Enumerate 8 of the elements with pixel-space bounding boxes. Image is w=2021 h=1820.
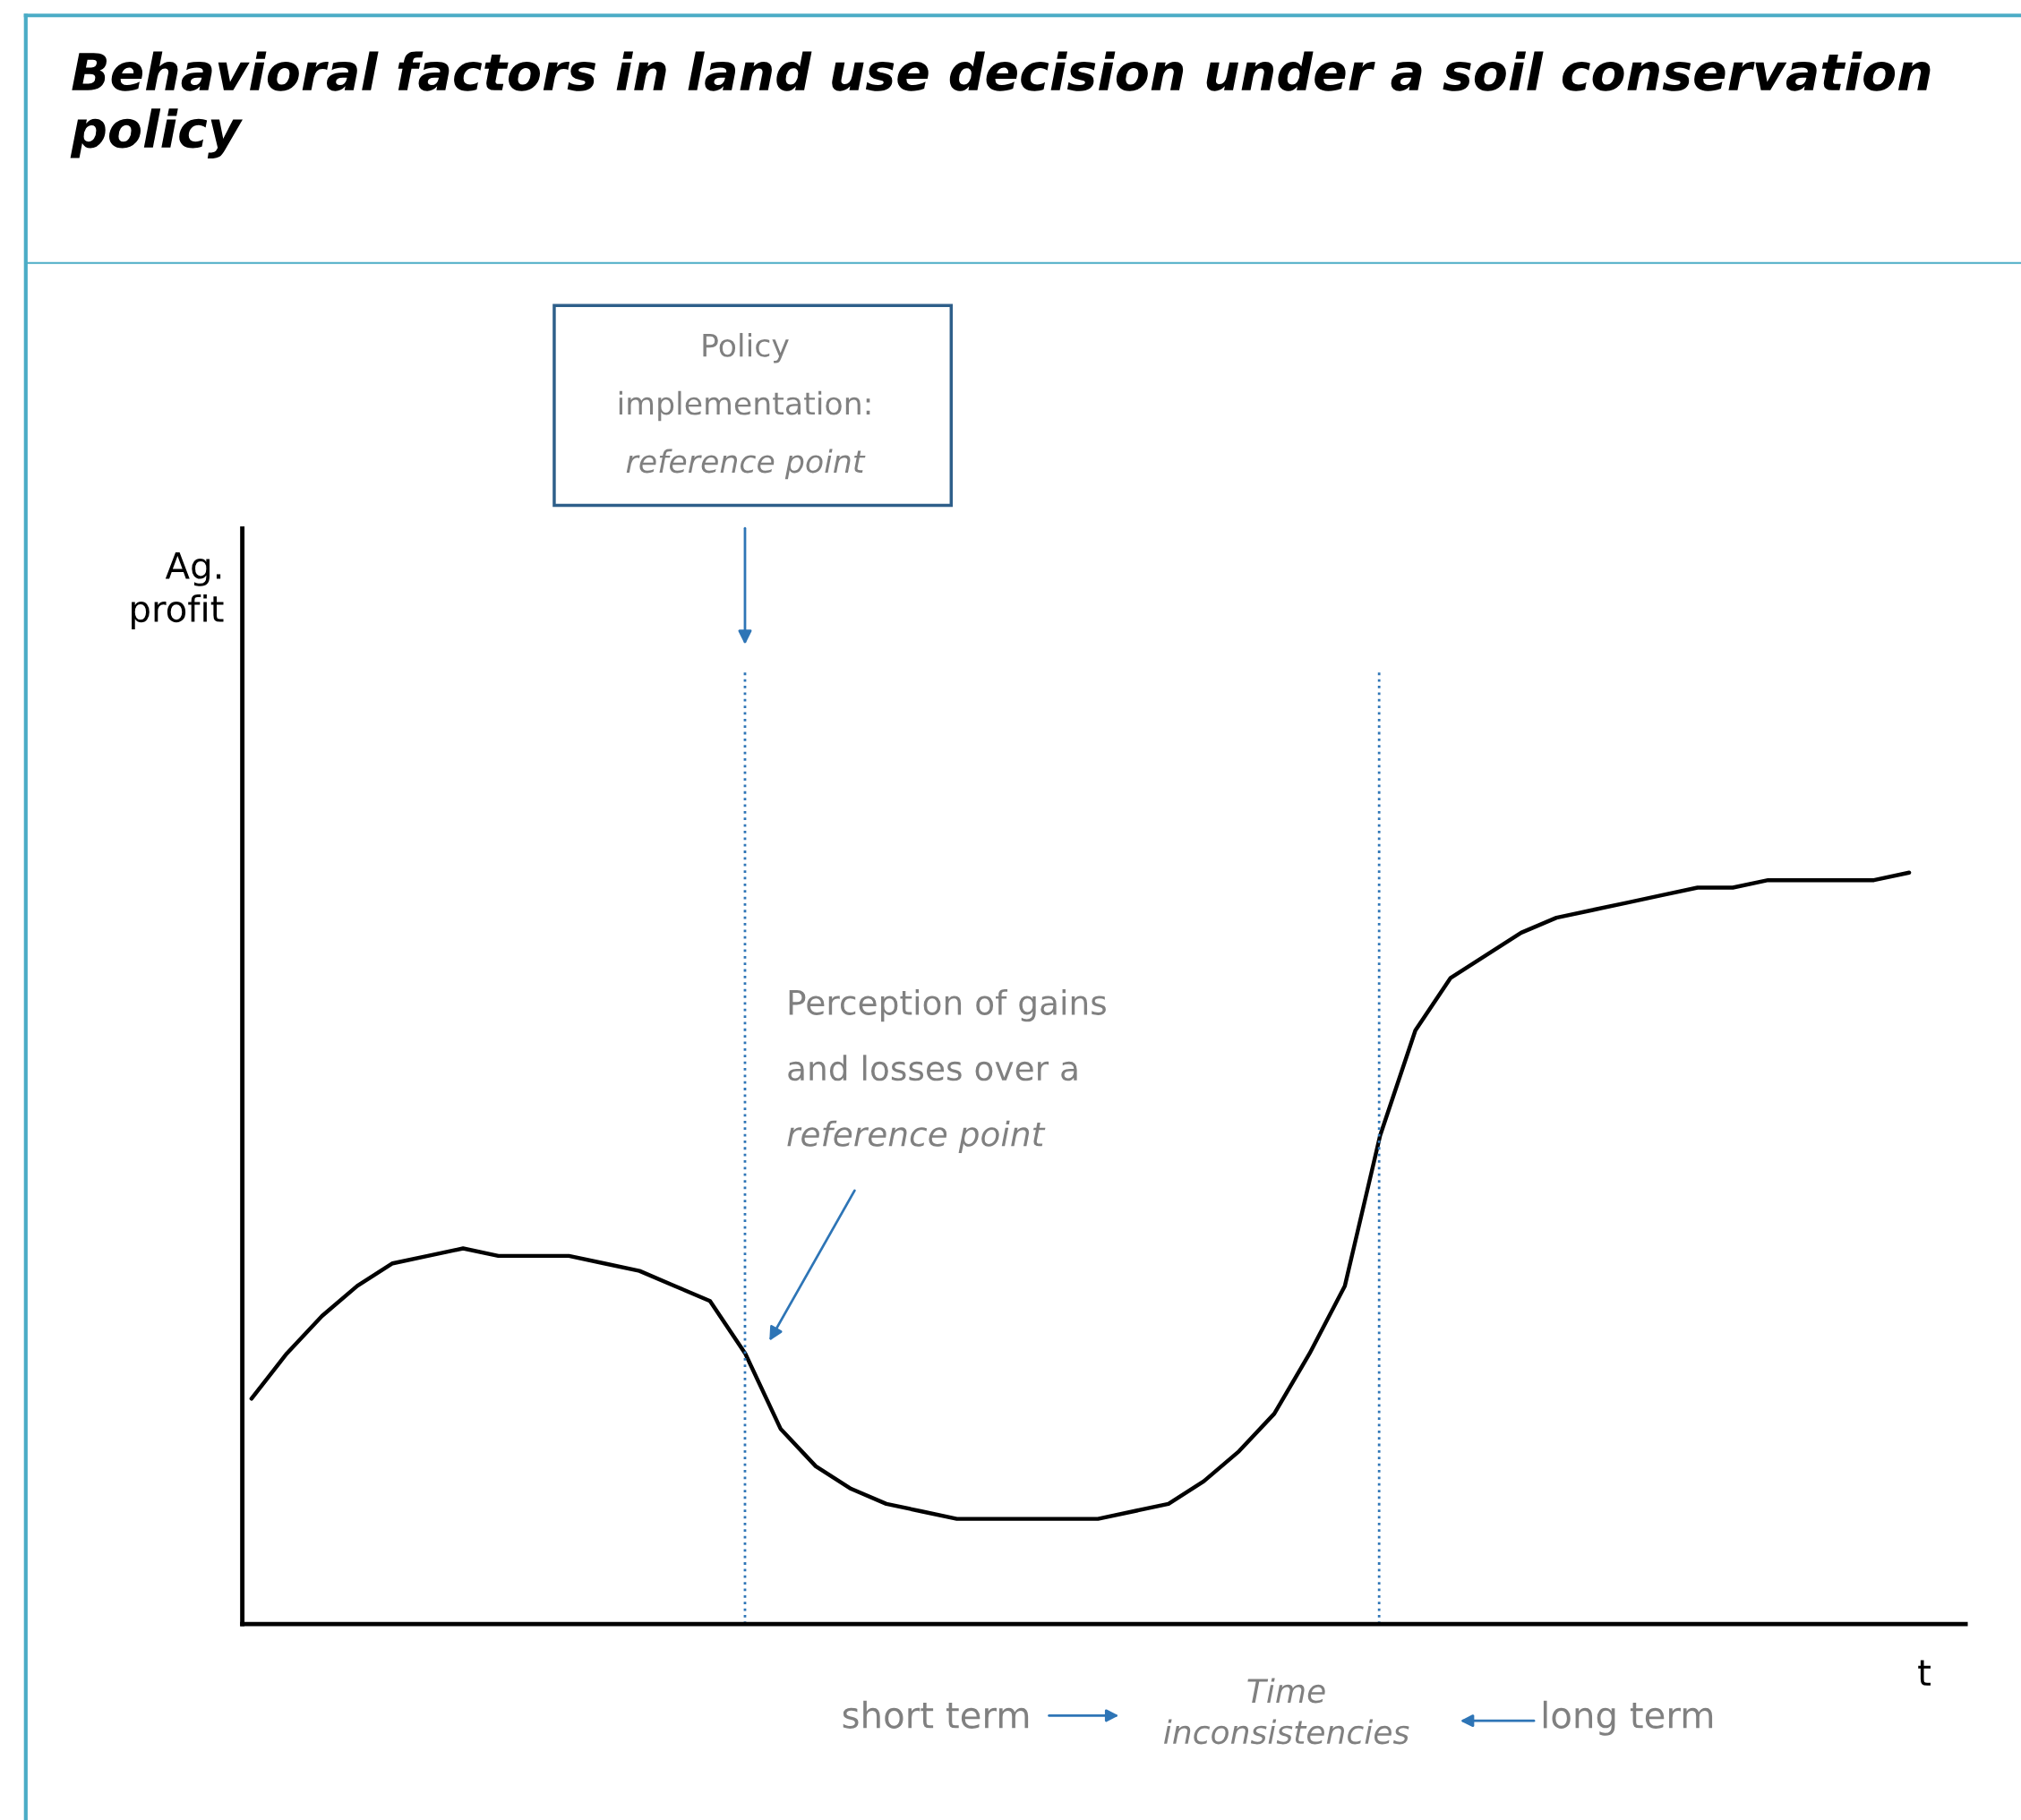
- text: Ag. profit: [132, 552, 224, 629]
- text: Policy implementation: reference point: [619, 332, 870, 480]
- text: short term: [843, 1700, 1029, 1729]
- chart-title: Behavioral factors in land use decision under a soil conservation policy: [70, 51, 1931, 158]
- text: Time inconsistencies: [1164, 1678, 1409, 1745]
- text: long term: [1543, 1700, 1713, 1736]
- x-axis-title: t: [1918, 1660, 1931, 1686]
- annotation: Perception of gains and losses over a reference point: [787, 988, 1106, 1154]
